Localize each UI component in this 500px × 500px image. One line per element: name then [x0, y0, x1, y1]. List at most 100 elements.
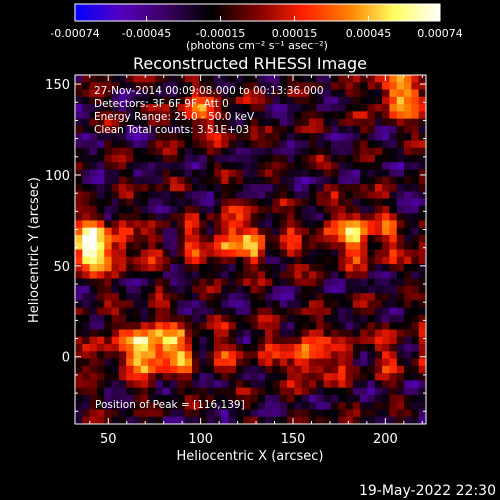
heatmap-cell	[367, 285, 376, 294]
heatmap-cell	[140, 242, 149, 250]
heatmap-cell	[96, 300, 105, 309]
heatmap-cell	[140, 409, 149, 418]
heatmap-cell	[301, 278, 310, 287]
heatmap-cell	[309, 249, 317, 258]
heatmap-cell	[396, 256, 405, 265]
heatmap-cell	[162, 133, 171, 141]
heatmap-cell	[228, 307, 237, 316]
heatmap-cell	[96, 133, 105, 141]
heatmap-cell	[104, 191, 112, 199]
heatmap-cell	[235, 140, 244, 149]
heatmap-cell	[316, 314, 325, 323]
heatmap-cell	[389, 285, 398, 294]
heatmap-cell	[404, 75, 412, 83]
heatmap-cell	[279, 118, 288, 127]
heatmap-cell	[323, 329, 332, 338]
heatmap-cell	[338, 394, 346, 403]
heatmap-cell	[126, 147, 134, 156]
heatmap-cell	[316, 271, 325, 279]
heatmap-cell	[404, 234, 412, 243]
heatmap-cell	[243, 140, 251, 149]
heatmap-cell	[126, 409, 134, 418]
heatmap-cell	[155, 198, 164, 207]
heatmap-cell	[228, 365, 237, 374]
heatmap-cell	[265, 147, 273, 156]
heatmap-cell	[170, 154, 178, 163]
heatmap-cell	[133, 256, 142, 265]
heatmap-cell	[177, 314, 186, 323]
heatmap-cell	[330, 271, 339, 279]
heatmap-cell	[243, 111, 251, 120]
heatmap-cell	[294, 205, 303, 214]
heatmap-cell	[177, 147, 186, 156]
heatmap-cell	[265, 271, 273, 279]
heatmap-cell	[133, 278, 142, 287]
heatmap-cell	[374, 329, 383, 338]
heatmap-cell	[228, 322, 237, 330]
heatmap-cell	[301, 322, 310, 330]
heatmap-cell	[338, 256, 346, 265]
heatmap-cell	[155, 147, 164, 156]
heatmap-cell	[309, 300, 317, 309]
heatmap-cell	[96, 242, 105, 250]
heatmap-cell	[367, 111, 376, 120]
heatmap-cell	[140, 285, 149, 294]
heatmap-cell	[104, 198, 112, 207]
heatmap-cell	[294, 402, 303, 410]
heatmap-cell	[250, 176, 259, 185]
heatmap-cell	[330, 329, 339, 338]
heatmap-cell	[155, 89, 164, 98]
heatmap-cell	[118, 402, 127, 410]
heatmap-cell	[155, 162, 164, 170]
heatmap-cell	[396, 220, 405, 229]
heatmap-cell	[360, 176, 368, 185]
heatmap-cell	[352, 249, 361, 258]
heatmap-cell	[360, 169, 368, 178]
heatmap-cell	[111, 220, 120, 229]
heatmap-cell	[170, 220, 178, 229]
heatmap-cell	[111, 104, 120, 112]
heatmap-cell	[382, 227, 390, 236]
heatmap-cell	[184, 409, 193, 418]
heatmap-cell	[404, 409, 412, 418]
heatmap-cell	[104, 205, 112, 214]
heatmap-cell	[170, 89, 178, 98]
heatmap-cell	[177, 162, 186, 170]
heatmap-cell	[155, 234, 164, 243]
heatmap-cell	[133, 264, 142, 272]
heatmap-cell	[411, 220, 420, 229]
heatmap-cell	[250, 300, 259, 309]
heatmap-cell	[170, 242, 178, 250]
heatmap-cell	[374, 118, 383, 127]
heatmap-cell	[330, 307, 339, 316]
heatmap-cell	[382, 198, 390, 207]
heatmap-cell	[96, 198, 105, 207]
heatmap-cell	[206, 75, 215, 83]
heatmap-cell	[89, 322, 98, 330]
heatmap-cell	[345, 191, 354, 199]
heatmap-cell	[404, 380, 412, 389]
heatmap-cell	[82, 118, 91, 127]
heatmap-cell	[418, 314, 426, 323]
heatmap-cell	[374, 198, 383, 207]
heatmap-cell	[206, 96, 215, 105]
heatmap-cell	[235, 89, 244, 98]
heatmap-cell	[287, 380, 295, 389]
heatmap-cell	[411, 365, 420, 374]
heatmap-cell	[352, 264, 361, 272]
heatmap-cell	[118, 336, 127, 345]
heatmap-cell	[411, 416, 420, 424]
heatmap-cell	[140, 402, 149, 410]
heatmap-cell	[294, 249, 303, 258]
heatmap-cell	[148, 169, 156, 178]
heatmap-cell	[287, 89, 295, 98]
heatmap-cell	[75, 256, 83, 265]
heatmap-cell	[382, 271, 390, 279]
heatmap-cell	[140, 300, 149, 309]
heatmap-cell	[279, 264, 288, 272]
heatmap-cell	[367, 358, 376, 367]
heatmap-cell	[345, 329, 354, 338]
heatmap-cell	[316, 278, 325, 287]
heatmap-cell	[82, 416, 91, 424]
heatmap-cell	[162, 394, 171, 403]
